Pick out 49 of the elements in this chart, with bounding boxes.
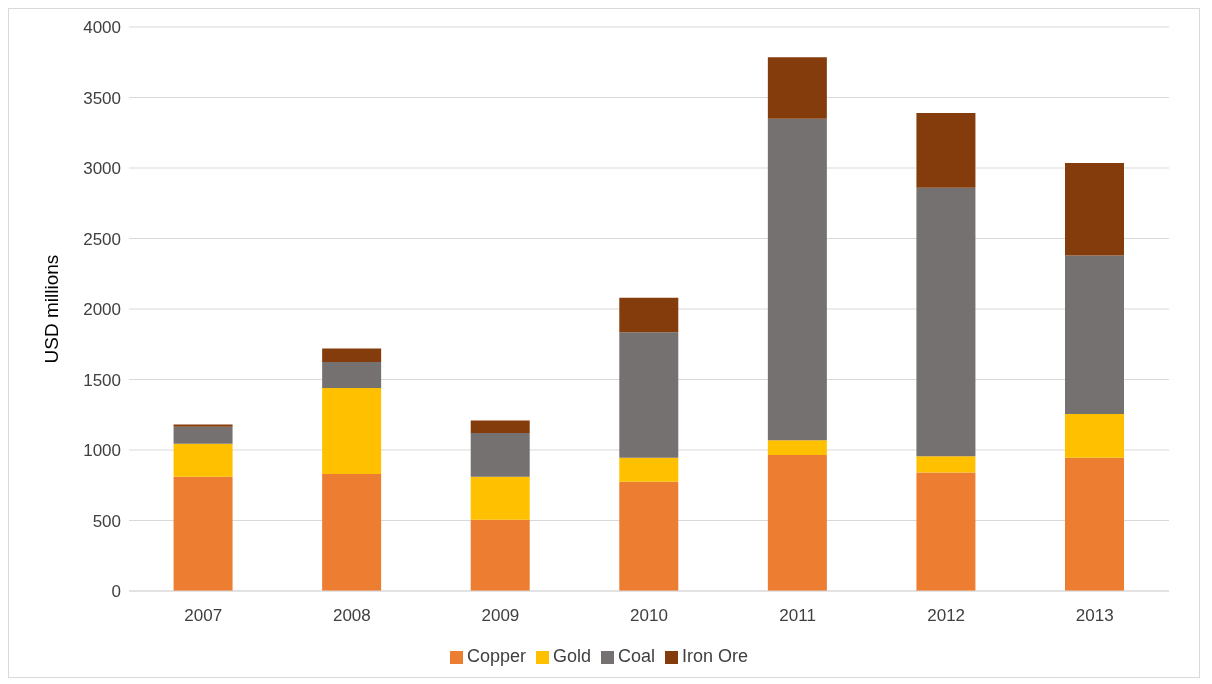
bar — [1065, 255, 1124, 415]
x-tick-label: 2012 — [927, 606, 966, 626]
bar — [1065, 457, 1124, 591]
bar — [322, 473, 382, 591]
bar — [173, 443, 233, 477]
y-tick-label: 3500 — [83, 88, 121, 108]
bar — [916, 456, 976, 473]
bar — [767, 440, 827, 455]
bar — [916, 113, 976, 188]
y-tick-label: 4000 — [83, 18, 121, 38]
bar — [173, 426, 233, 444]
x-tick-label: 2011 — [779, 606, 816, 626]
bar — [322, 348, 382, 362]
bar — [322, 361, 382, 388]
bar — [767, 57, 827, 119]
y-tick-label: 3000 — [83, 159, 121, 179]
bar — [767, 454, 827, 591]
y-tick-label: 1000 — [83, 441, 121, 461]
bar — [173, 424, 233, 427]
legend-label: Copper — [466, 646, 526, 666]
bar — [470, 433, 530, 477]
bar — [767, 118, 827, 441]
x-tick-label: 2009 — [481, 606, 520, 626]
legend-label: Gold — [552, 646, 591, 666]
bar — [916, 187, 976, 457]
x-tick-label: 2007 — [184, 606, 223, 626]
bar — [1065, 414, 1124, 458]
y-tick-label: 2500 — [83, 229, 121, 249]
bar — [619, 481, 679, 591]
y-tick-label: 0 — [111, 582, 121, 602]
x-tick-label: 2013 — [1075, 606, 1114, 626]
bar — [916, 472, 976, 591]
bar — [470, 519, 530, 591]
legend-label: Coal — [618, 646, 656, 666]
x-tick-label: 2008 — [332, 606, 371, 626]
bar — [619, 297, 679, 333]
bar — [173, 476, 233, 591]
bar — [470, 420, 530, 434]
y-tick-label: 1500 — [83, 370, 121, 390]
y-axis-title: USD millions — [40, 254, 62, 364]
bar — [1065, 163, 1124, 256]
bar — [470, 476, 530, 520]
bar — [619, 332, 679, 458]
bar — [322, 387, 382, 474]
y-tick-label: 2000 — [83, 300, 121, 320]
y-tick-label: 500 — [92, 511, 121, 531]
x-tick-label: 2010 — [630, 606, 668, 626]
legend-label: Iron Ore — [682, 646, 749, 666]
bar — [619, 457, 679, 482]
